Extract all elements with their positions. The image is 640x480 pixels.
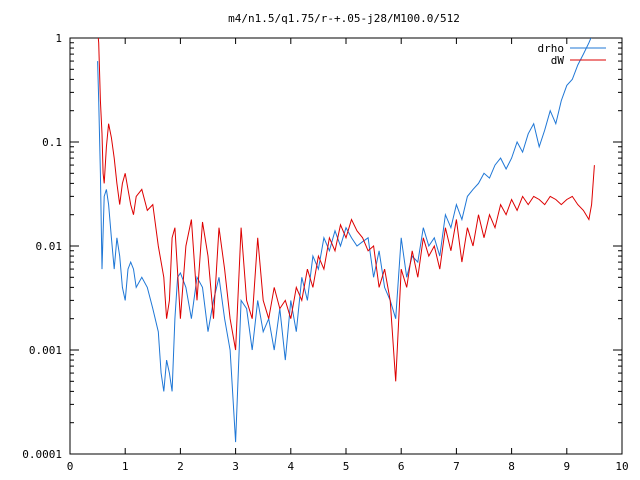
series-line-dW xyxy=(97,38,595,382)
legend-label-dW: dW xyxy=(551,54,565,67)
legend-label-drho: drho xyxy=(538,42,565,55)
x-tick-label: 3 xyxy=(232,460,239,473)
chart-title: m4/n1.5/q1.75/r-+.05-j28/M100.0/512 xyxy=(228,12,460,25)
y-tick-label: 0.01 xyxy=(36,240,63,253)
y-tick-label: 1 xyxy=(55,32,62,45)
x-tick-label: 4 xyxy=(287,460,294,473)
x-tick-label: 2 xyxy=(177,460,184,473)
axes: 0 1 2 3 4 5 6 7 8 9 10 0.0001 0.001 0.01 0.1 1 xyxy=(22,32,628,473)
y-tick-label: 0.001 xyxy=(29,344,62,357)
x-tick-label: 5 xyxy=(343,460,350,473)
y-tick-label: 0.0001 xyxy=(22,448,62,461)
x-tick-label: 8 xyxy=(508,460,515,473)
plot-frame xyxy=(69,37,623,455)
x-tick-label: 9 xyxy=(563,460,570,473)
x-tick-label: 7 xyxy=(453,460,460,473)
x-tick-label: 0 xyxy=(67,460,74,473)
y-tick-label: 0.1 xyxy=(42,136,62,149)
plot-area xyxy=(97,38,595,443)
x-tick-label: 6 xyxy=(398,460,405,473)
x-tick-label: 1 xyxy=(122,460,129,473)
x-tick-label: 10 xyxy=(615,460,628,473)
